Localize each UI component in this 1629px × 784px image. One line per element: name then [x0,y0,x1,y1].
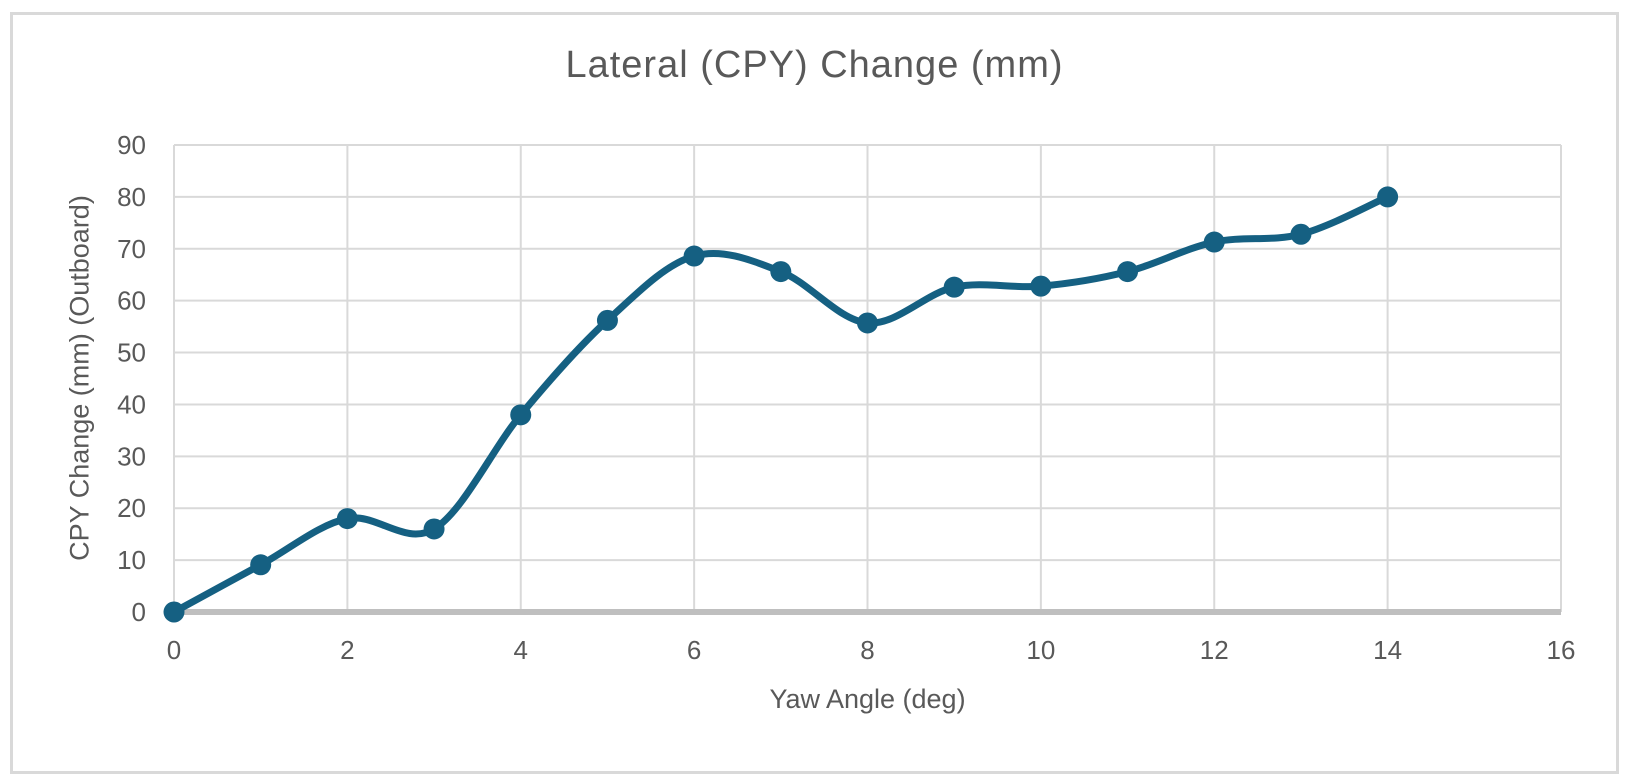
x-axis-tick-label: 2 [340,635,354,665]
y-axis-tick-label: 30 [117,441,146,471]
data-point-marker [1290,223,1312,245]
y-axis-tick-label: 0 [132,597,146,627]
data-point-marker [336,508,358,530]
y-axis-tick-label: 50 [117,338,146,368]
data-point-marker [943,276,965,298]
y-axis-tick-label: 60 [117,286,146,316]
data-point-marker [596,309,618,331]
data-point-marker [1203,231,1225,253]
data-point-marker [423,518,445,540]
x-axis-tick-label: 0 [167,635,181,665]
data-point-marker [510,404,532,426]
x-axis-tick-label: 12 [1200,635,1229,665]
data-point-marker [1030,275,1052,297]
series-line [170,193,1392,616]
x-axis-title: Yaw Angle (deg) [769,684,966,714]
data-point-marker [163,601,185,623]
data-point-marker [250,554,272,576]
y-axis-tick-label: 80 [117,182,146,212]
y-axis-tick-label: 10 [117,545,146,575]
data-point-marker [770,261,792,283]
data-point-marker [857,312,878,334]
chart-title: Lateral (CPY) Change (mm) [565,44,1064,86]
y-axis-tick-label: 40 [117,389,146,419]
y-axis-tick-label: 90 [117,130,146,160]
x-axis-tick-label: 16 [1547,635,1576,665]
x-axis-tick-label: 4 [514,635,528,665]
data-point-marker [1117,261,1139,283]
x-axis-tick-label: 8 [860,635,874,665]
data-point-marker [1377,186,1399,208]
x-axis-tick-label: 6 [687,635,701,665]
y-axis-tick-label: 70 [117,234,146,264]
data-point-marker [683,245,705,267]
x-axis-tick-label: 10 [1026,635,1055,665]
y-axis-tick-label: 20 [117,493,146,523]
x-axis-tick-label: 14 [1373,635,1402,665]
